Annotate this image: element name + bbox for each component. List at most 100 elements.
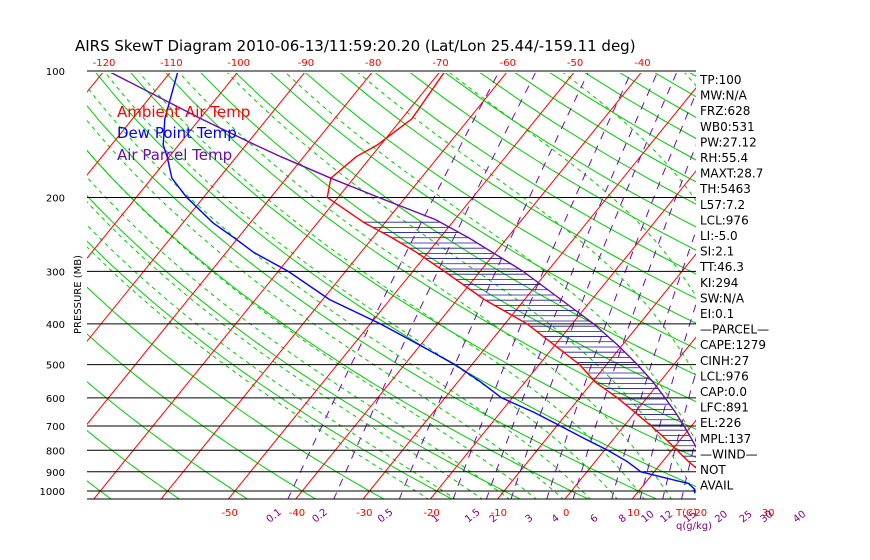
bottom-temp-tick-label: 30 [762,508,775,519]
moist-adiabat [226,73,696,496]
stat-line: CAPE:1279 [700,338,766,352]
dry-adiabat [270,73,696,350]
mixing-ratio-line [333,73,536,499]
top-temp-tick-label: -50 [567,58,583,69]
stat-line: LCL:976 [700,369,749,383]
grid-layer [87,73,696,499]
isotherm [87,73,238,259]
mixing-ratio-tick-label: 2 [488,513,500,526]
isotherm [160,73,507,499]
isotherm [87,73,305,343]
stat-line: MW:N/A [700,89,748,103]
stat-line: WB0:531 [700,120,755,134]
mixing-ratio-line [398,73,589,499]
moist-adiabat [178,73,672,499]
stat-line: TP:100 [699,73,742,87]
dry-adiabat [87,333,317,499]
dry-adiabat [235,73,696,376]
stat-line: TH:5463 [699,182,751,196]
isotherm [564,336,696,499]
bottom-temp-tick-label: 20 [694,508,707,519]
top-temp-tick-label: -120 [93,58,116,69]
moist-adiabat [87,176,511,499]
stat-line: PW:27.12 [700,135,757,149]
stat-line: MPL:137 [700,432,751,446]
mixing-ratio-line [639,302,696,499]
isotherm [87,73,373,426]
mixing-ratio-line [546,92,696,499]
moist-adiabat [87,201,484,499]
dry-adiabat [130,73,696,459]
bottom-temp-tick-label: -20 [423,508,439,519]
dry-adiabat [87,429,181,499]
moist-adiabat [87,246,430,499]
legend-air-parcel-temp: Air Parcel Temp [117,146,232,164]
temp-unit-label: T(C) [675,508,697,519]
stat-line: —WIND— [700,447,758,461]
pressure-tick-label: 500 [46,361,65,372]
pressure-tick-label: 900 [46,468,65,479]
stat-line: RH:55.4 [700,151,748,165]
pressure-tick-label: 100 [46,67,65,78]
top-temp-tick-label: -110 [160,58,183,69]
series-air-parcel-temp [110,73,696,449]
bottom-temp-tick-label: -50 [222,508,238,519]
y-axis-label: PRESSURE (MB) [73,255,84,334]
dry-adiabat [374,73,696,275]
pressure-tick-label: 1000 [40,487,65,498]
dry-adiabat [409,73,696,251]
stat-line: —PARCEL— [700,323,769,337]
top-temp-tick-label: -80 [365,58,381,69]
stat-line: SI:2.1 [700,245,734,259]
dry-adiabat [87,286,385,499]
mixing-ratio-tick-label: 4 [550,513,562,526]
mixing-ratio-line [662,370,696,499]
top-temp-tick-label: -90 [298,58,314,69]
bottom-temp-tick-label: 0 [563,508,569,519]
dry-adiabat [87,240,453,499]
legend: Ambient Air Temp Dew Point Temp Air Parc… [117,103,250,164]
mixing-ratio-line [611,229,696,499]
pressure-tick-label: 600 [46,394,65,405]
top-temp-tick-label: -70 [432,58,448,69]
dry-adiabat [339,73,696,299]
top-temp-tick-label: -60 [500,58,516,69]
dry-adiabat [305,73,696,324]
stat-line: L57:7.2 [700,198,745,212]
mixing-unit-label: q(g/kg) [676,521,712,532]
bottom-temp-tick-label: 10 [627,508,640,519]
stat-line: MAXT:28.7 [700,167,763,181]
dry-adiabat [87,105,658,499]
moist-adiabat [87,224,457,499]
mixing-ratio-line [572,144,696,499]
stat-line: LCL:976 [700,213,749,227]
stat-line: CAP:0.0 [700,385,747,399]
stat-line: FRZ:628 [700,104,750,118]
top-temp-tick-label: -100 [227,58,250,69]
stat-line: SW:N/A [700,291,745,305]
mixing-ratio-line [681,436,696,499]
sounding-series [110,73,696,494]
isotherm [227,73,575,499]
stat-line: EI:0.1 [700,307,734,321]
mixing-ratio-line [485,73,658,499]
stat-line: LI:-5.0 [700,229,738,243]
stat-line: CINH:27 [700,354,749,368]
stat-line: TT:46.3 [699,260,744,274]
pressure-tick-label: 200 [46,193,65,204]
dry-adiabat [95,73,696,488]
isotherm [362,87,696,499]
isotherm [93,73,440,499]
stat-line: NOT [700,463,726,477]
pressure-tick-label: 400 [46,320,65,331]
bottom-temp-tick-label: -30 [356,508,372,519]
legend-dew-point-temp: Dew Point Temp [117,124,237,142]
legend-ambient-air-temp: Ambient Air Temp [117,103,250,121]
moist-adiabat [138,73,645,499]
stat-line: AVAIL [700,479,734,493]
dry-adiabat [87,381,249,499]
dry-adiabat [165,73,696,430]
